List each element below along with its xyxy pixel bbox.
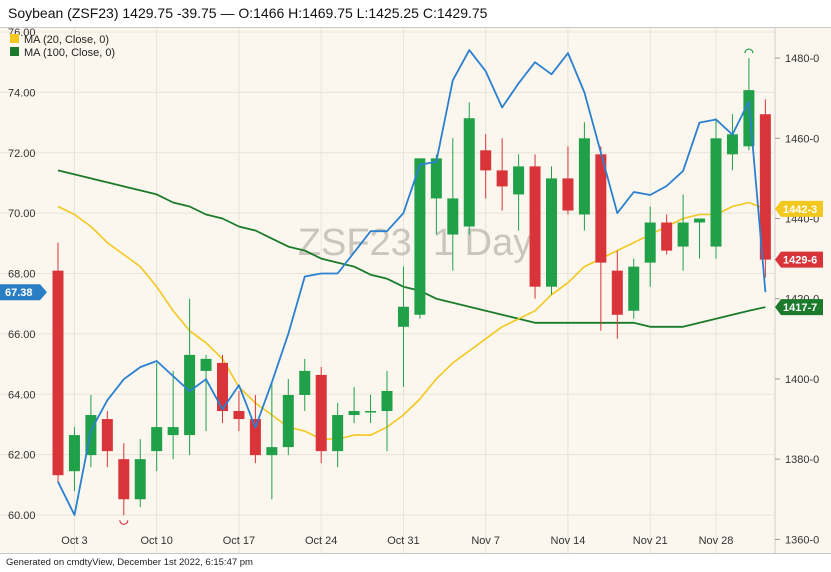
candle-body	[233, 411, 245, 420]
candle-body	[743, 90, 755, 147]
candle-body	[430, 158, 442, 199]
left-series-line	[57, 49, 767, 516]
ma100-line	[57, 169, 766, 328]
legend: MA (20, Close, 0)MA (100, Close, 0)	[10, 34, 115, 59]
left-tick-label: 70.00	[8, 208, 36, 220]
generated-note: Generated on cmdtyView, December 1st 202…	[6, 557, 253, 568]
price-badge-label: 1442-3	[783, 204, 817, 216]
plot-background	[0, 28, 775, 553]
left-tick-label: 72.00	[8, 148, 36, 160]
candle-body	[578, 138, 590, 215]
price-badge	[775, 251, 823, 268]
left-tick-label: 76.00	[8, 28, 36, 39]
candle-body	[529, 166, 541, 287]
right-tick-label: 1360-0	[785, 534, 819, 546]
candle-body	[546, 178, 557, 287]
candle-body	[611, 270, 623, 315]
left-tick-label: 64.00	[8, 389, 36, 401]
left-series-path	[57, 49, 767, 516]
left-current-badge	[0, 284, 47, 301]
left-tick-label: 60.00	[8, 510, 36, 522]
candle-body	[315, 374, 327, 452]
left-axis: 76.00 74.00 72.00 70.00 68.00 66.00 64.00 62.00…	[8, 28, 36, 522]
candle-body	[595, 154, 607, 263]
x-tick-label: Nov 14	[551, 535, 586, 547]
candle-body	[200, 358, 212, 371]
candle-body	[710, 138, 722, 247]
candle-body	[184, 354, 196, 436]
grid-lines	[0, 28, 775, 553]
left-tick-label: 74.00	[8, 87, 36, 99]
candle-body	[628, 266, 640, 311]
candle-body	[365, 411, 377, 413]
candle-body	[348, 411, 360, 416]
candle-body	[759, 114, 771, 260]
x-tick-label: Oct 10	[140, 535, 172, 547]
price-badge	[775, 299, 823, 316]
candle-body	[694, 218, 706, 223]
price-badges: 1442-3 1429-6 1417-7 67.38	[0, 200, 823, 316]
candle-body	[463, 118, 475, 227]
legend-label: MA (100, Close, 0)	[24, 47, 115, 59]
candle-body	[134, 459, 146, 500]
ma100-path	[57, 169, 766, 328]
candle-body	[151, 427, 163, 452]
candle-body	[299, 370, 311, 395]
candles	[52, 58, 771, 516]
x-tick-label: Oct 3	[61, 535, 87, 547]
x-tick-label: Nov 21	[633, 535, 668, 547]
candle-body	[480, 150, 492, 171]
right-tick-label: 1380-0	[785, 454, 819, 466]
high-marker	[744, 48, 754, 54]
low-marker	[119, 520, 129, 525]
legend-label: MA (20, Close, 0)	[24, 34, 109, 46]
candle-body	[332, 415, 344, 452]
chart-title: Soybean (ZSF23) 1429.75 -39.75 — O:1466 …	[8, 5, 488, 21]
candle-body	[266, 447, 278, 456]
candle-body	[68, 435, 80, 472]
x-tick-label: Oct 24	[305, 535, 337, 547]
candle-body	[397, 306, 409, 327]
legend-swatch	[10, 47, 19, 56]
candle-body	[101, 419, 113, 452]
candle-body	[381, 390, 393, 412]
left-tick-label: 66.00	[8, 329, 36, 341]
x-axis: Oct 3 Oct 10 Oct 17 Oct 24 Oct 31 Nov 7 Nov 14…	[61, 535, 733, 547]
x-tick-label: Nov 28	[699, 535, 734, 547]
candle-body	[644, 222, 656, 263]
price-badge-label: 1417-7	[783, 302, 817, 314]
candle-body	[217, 362, 228, 412]
right-axis-background	[775, 28, 831, 553]
left-tick-label: 68.00	[8, 269, 36, 281]
candle-body	[118, 459, 130, 500]
legend-swatch	[10, 34, 19, 43]
price-badge-label: 1429-6	[783, 255, 817, 267]
candle-body	[513, 166, 525, 195]
candle-body	[661, 222, 673, 251]
right-tick-label: 1480-0	[785, 53, 819, 65]
candle-body	[414, 158, 426, 315]
extreme-markers	[119, 48, 754, 525]
candle-body	[249, 419, 261, 456]
x-tick-label: Oct 31	[387, 535, 419, 547]
right-tick-label: 1460-0	[785, 133, 819, 145]
candle-body	[52, 270, 64, 476]
left-tick-label: 62.00	[8, 450, 36, 462]
chart-footer: Generated on cmdtyView, December 1st 202…	[0, 553, 831, 572]
chart-header: Soybean (ZSF23) 1429.75 -39.75 — O:1466 …	[0, 0, 831, 28]
candle-body	[677, 222, 689, 247]
candle-body	[496, 170, 508, 187]
left-current-label: 67.38	[5, 287, 33, 299]
right-tick-label: 1400-0	[785, 374, 819, 386]
candle-body	[167, 427, 179, 436]
candle-body	[562, 178, 574, 211]
price-badge	[775, 200, 823, 217]
candle-body	[726, 134, 738, 155]
x-tick-label: Oct 17	[223, 535, 255, 547]
x-tick-label: Nov 7	[471, 535, 500, 547]
candle-body	[282, 394, 294, 448]
candle-body	[447, 198, 459, 235]
price-chart[interactable]: ZSF23, 1 Day 76.0074.0072.0070.0068.0066…	[0, 28, 831, 553]
